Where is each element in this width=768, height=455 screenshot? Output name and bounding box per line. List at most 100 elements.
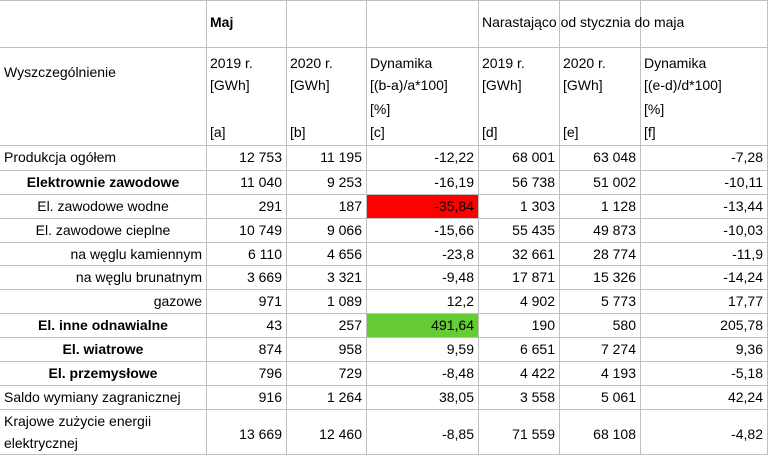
col-header-e-letter: [e]	[563, 124, 579, 140]
row-label-line2: elektrycznej	[4, 435, 78, 451]
col-header-c-title: Dynamika	[370, 55, 433, 71]
cell-c: -12,22	[434, 149, 474, 165]
cell-f: -11,9	[732, 246, 763, 262]
cell-b: 11 195	[320, 149, 362, 165]
cell-f: -4,82	[731, 426, 763, 442]
grid-line	[0, 194, 768, 195]
highlight-fill-positive	[367, 314, 478, 337]
grid-line	[559, 0, 560, 455]
cell-e: 63 048	[593, 149, 636, 165]
cell-d: 17 871	[512, 269, 555, 285]
col-header-e-year: 2020 r.	[563, 55, 606, 71]
col-header-d-unit: [GWh]	[482, 77, 522, 93]
col-header-e-unit: [GWh]	[563, 77, 603, 93]
row-label: El. wiatrowe	[62, 341, 144, 357]
row-label: El. przemysłowe	[48, 365, 158, 381]
cell-b: 958	[338, 341, 362, 357]
cell-d: 56 738	[512, 174, 555, 190]
cell-e: 1 128	[600, 198, 636, 214]
cell-b: 1 264	[326, 389, 362, 405]
cell-e: 5 061	[600, 389, 636, 405]
cell-f: -14,24	[723, 269, 763, 285]
row-label-line1: Krajowe zużycie energii	[4, 413, 152, 429]
cell-b: 9 066	[326, 222, 362, 238]
cell-e: 7 274	[600, 341, 636, 357]
cell-c: -8,48	[442, 365, 474, 381]
highlight-fill-negative	[367, 195, 478, 218]
grid-line	[206, 0, 207, 455]
cell-c: 38,05	[438, 389, 474, 405]
row-label-header: Wyszczególnienie	[4, 64, 116, 80]
grid-line	[0, 218, 768, 219]
row-label: Elektrownie zawodowe	[26, 174, 180, 190]
cell-e: 580	[612, 317, 636, 333]
col-header-f-unit: [%]	[644, 101, 665, 117]
row-label: na węglu brunatnym	[75, 269, 202, 285]
col-header-a-year: 2019 r.	[210, 55, 253, 71]
col-header-f-formula: [(e-d)/d*100]	[644, 77, 722, 93]
col-header-a-letter: [a]	[210, 124, 226, 140]
row-label: El. zawodowe wodne	[37, 198, 169, 214]
cell-c: -9,48	[442, 269, 474, 285]
cell-c: -16,19	[434, 174, 474, 190]
col-header-b-letter: [b]	[290, 124, 306, 140]
cell-a: 13 669	[239, 426, 282, 442]
col-header-b-year: 2020 r.	[290, 55, 333, 71]
row-label: Saldo wymiany zagranicznej	[4, 389, 181, 405]
grid-line	[0, 289, 768, 290]
col-header-f-title: Dynamika	[644, 55, 707, 71]
cell-c-highlighted: 491,64	[431, 317, 474, 333]
cell-b: 729	[338, 365, 362, 381]
grid-line	[0, 313, 768, 314]
row-label: El. zawodowe cieplne	[35, 222, 171, 238]
cell-d: 32 661	[512, 246, 555, 262]
group-header-month: Maj	[210, 14, 234, 30]
cell-a: 796	[258, 365, 282, 381]
cell-b: 3 321	[326, 269, 362, 285]
cell-e: 51 002	[593, 174, 636, 190]
grid-line	[0, 0, 768, 1]
cell-a: 971	[258, 293, 282, 309]
grid-line	[0, 265, 768, 266]
cell-b: 1 089	[326, 293, 362, 309]
grid-line	[0, 337, 768, 338]
grid-line	[0, 145, 768, 146]
cell-a: 874	[258, 341, 282, 357]
cell-a: 43	[266, 317, 282, 333]
grid-line	[640, 0, 641, 455]
grid-line	[0, 47, 768, 48]
grid-line	[0, 361, 768, 362]
col-header-f-letter: [f]	[644, 124, 656, 140]
cell-f: 205,78	[720, 317, 763, 333]
cell-c: -15,66	[434, 222, 474, 238]
cell-f: -5,18	[731, 365, 763, 381]
cell-e: 4 193	[600, 365, 636, 381]
grid-line	[0, 385, 768, 386]
col-header-a-unit: [GWh]	[210, 77, 250, 93]
cell-a: 11 040	[240, 174, 282, 190]
cell-e: 5 773	[600, 293, 636, 309]
cell-a: 12 753	[239, 149, 282, 165]
cell-c-highlighted: -35,84	[434, 198, 474, 214]
cell-f: 17,77	[727, 293, 763, 309]
cell-a: 291	[258, 198, 282, 214]
col-header-b-unit: [GWh]	[290, 77, 330, 93]
grid-line	[0, 409, 768, 410]
cell-a: 916	[258, 389, 282, 405]
cell-d: 55 435	[512, 222, 555, 238]
cell-e: 28 774	[593, 246, 636, 262]
cell-a: 10 749	[239, 222, 282, 238]
cell-f: 42,24	[727, 389, 763, 405]
group-header-ytd: Narastająco od stycznia do maja	[482, 14, 685, 30]
cell-d: 68 001	[512, 149, 555, 165]
row-label: gazowe	[153, 293, 202, 309]
cell-a: 6 110	[248, 246, 282, 262]
cell-f: -13,44	[723, 198, 763, 214]
grid-line	[0, 242, 768, 243]
col-header-c-letter: [c]	[370, 124, 385, 140]
cell-b: 9 253	[326, 174, 362, 190]
cell-d: 4 422	[519, 365, 555, 381]
col-header-d-year: 2019 r.	[482, 55, 525, 71]
cell-d: 6 651	[519, 341, 555, 357]
